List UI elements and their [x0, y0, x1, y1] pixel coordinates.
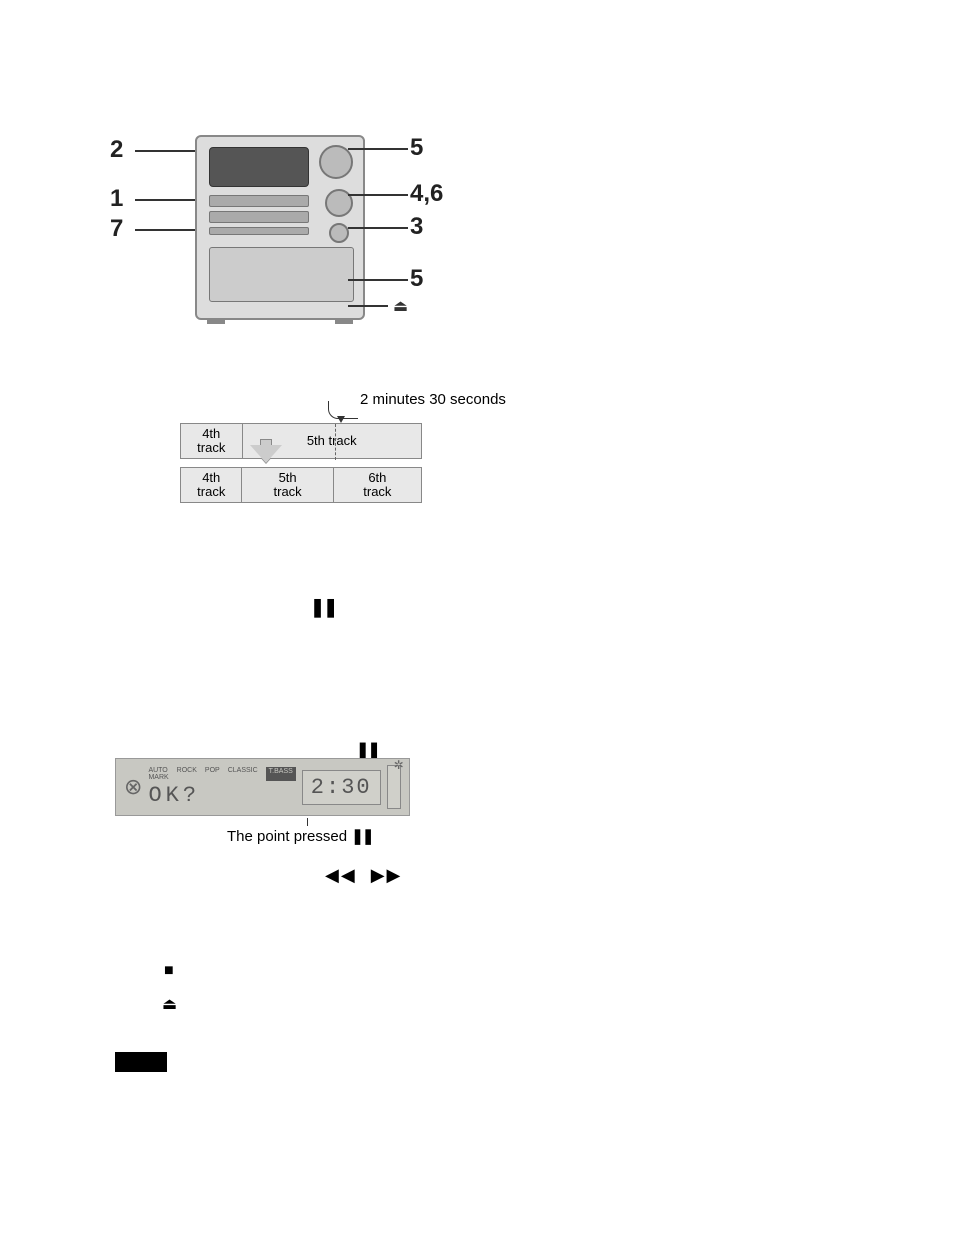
transport-icons: ◀◀ ▶▶: [325, 865, 402, 886]
disc-icon: ⊗: [124, 774, 142, 800]
eject-icon: ⏏: [393, 296, 408, 316]
point-pressed-label: The point pressed ❚❚: [227, 827, 372, 845]
track-cell: 4th track: [181, 468, 242, 502]
burst-icon: ✲: [394, 758, 404, 772]
point-line: [307, 818, 308, 826]
callout-number: 4,6: [410, 180, 443, 208]
lcd-display: ⊗ AUTO MARK ROCK POP CLASSIC T.BASS OK? 2:30…: [115, 758, 410, 816]
callout-line: [348, 148, 408, 150]
pause-icon: ❚❚: [356, 740, 379, 760]
callout-line: [348, 227, 408, 229]
callout-line: [348, 194, 408, 196]
callout-number: 1: [110, 185, 123, 213]
lcd-mode-label: AUTO MARK: [148, 767, 168, 781]
lcd-main-left: OK?: [148, 783, 295, 808]
lcd-mode-label: CLASSIC: [228, 767, 258, 781]
track-cell: 4th track: [181, 424, 243, 458]
track-row-before: 4th track5th track: [180, 423, 422, 459]
lcd-mid: AUTO MARK ROCK POP CLASSIC T.BASS OK?: [148, 767, 295, 808]
lcd-mode-label: POP: [205, 767, 220, 781]
volume-knob: [319, 145, 353, 179]
stop-icon: ■: [164, 962, 174, 980]
callout-line: [348, 279, 408, 281]
forward-icon: ▶▶: [371, 865, 403, 885]
callout-line: [348, 305, 388, 307]
lcd-mode-label-boxed: T.BASS: [266, 767, 296, 781]
pause-icon: ❚❚: [310, 597, 336, 618]
callout-line: [135, 199, 195, 201]
small-knob: [329, 223, 349, 243]
lcd-mode-labels: AUTO MARK ROCK POP CLASSIC T.BASS: [148, 767, 295, 781]
time-arrowhead: [337, 416, 345, 423]
point-pressed-text: The point pressed: [227, 828, 351, 845]
callout-line: [135, 150, 195, 152]
cd-slot: [209, 195, 309, 207]
eject-icon: ⏏: [162, 994, 177, 1014]
foot-right: [335, 318, 353, 324]
tape-deck: [209, 247, 354, 302]
callout-number: 5: [410, 134, 423, 162]
track-row-after: 4th track5th track6th track: [180, 467, 422, 503]
callout-line: [135, 229, 195, 231]
stereo-display-panel: [209, 147, 309, 187]
track-cell: 6th track: [334, 468, 421, 502]
stereo-body: [195, 135, 365, 320]
callout-number: 7: [110, 215, 123, 243]
md-slot: [209, 211, 309, 223]
lcd-mode-label: ROCK: [177, 767, 197, 781]
pause-icon: ❚❚: [351, 828, 372, 845]
callout-number: 3: [410, 213, 423, 241]
track-diagram: 2 minutes 30 seconds 4th track5th track …: [180, 395, 520, 503]
manual-page: 2 17 5 4,6 3 5 ⏏ 2 minutes 30 seconds 4th tra…: [0, 0, 954, 1235]
callout-number: 2: [110, 136, 123, 164]
time-note-label: 2 minutes 30 seconds: [360, 391, 506, 408]
foot-left: [207, 318, 225, 324]
black-redaction: [115, 1052, 167, 1072]
track-cell: 5th track: [242, 468, 333, 502]
callout-number: 5: [410, 265, 423, 293]
lcd-meter: ✲: [387, 765, 401, 809]
rewind-icon: ◀◀: [325, 865, 357, 885]
dashed-divider: [335, 424, 336, 460]
button-row: [209, 227, 309, 235]
lcd-time: 2:30: [302, 770, 381, 805]
